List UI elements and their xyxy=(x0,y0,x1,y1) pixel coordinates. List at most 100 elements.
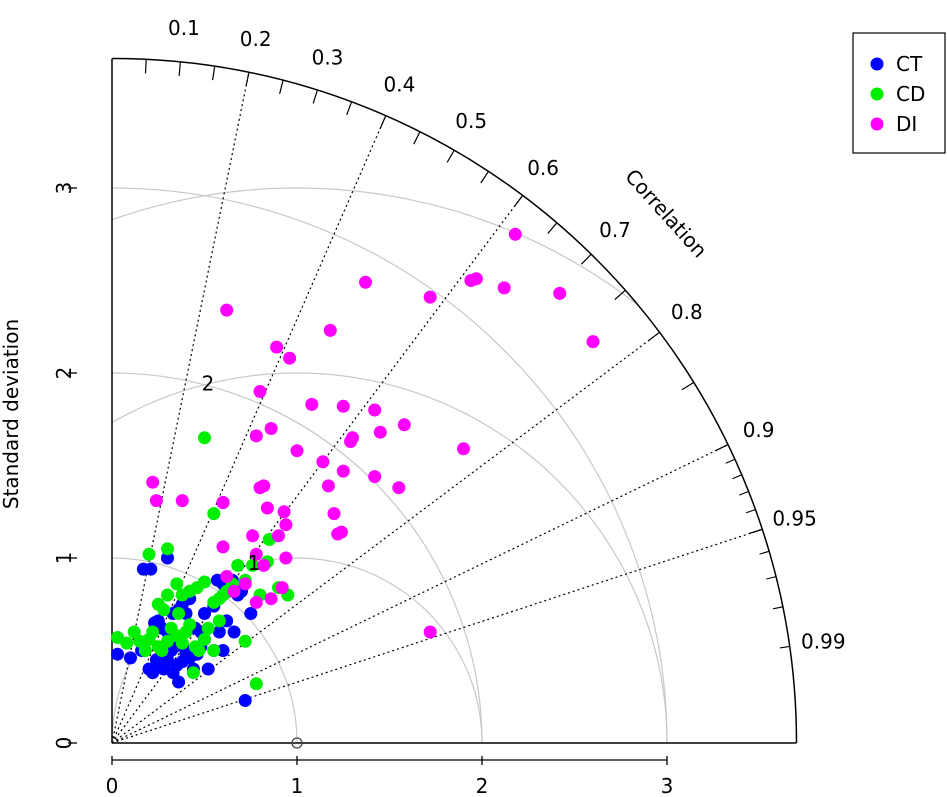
legend-box xyxy=(852,32,946,154)
data-point-di xyxy=(373,425,387,439)
data-point-di xyxy=(249,547,263,561)
data-point-di xyxy=(283,351,297,365)
data-point-di xyxy=(264,422,278,435)
data-point-di xyxy=(316,455,330,469)
correlation-ray xyxy=(111,331,660,744)
data-point-ct xyxy=(244,607,258,620)
data-point-cd xyxy=(201,621,215,635)
data-point-di xyxy=(277,505,291,519)
correlation-fine-tick xyxy=(739,490,749,496)
data-point-cd xyxy=(161,542,174,556)
correlation-tick-label: 0.2 xyxy=(240,27,272,51)
data-point-cd xyxy=(231,558,245,572)
data-point-di xyxy=(275,581,289,595)
data-point-cd xyxy=(207,507,221,521)
correlation-tick-label: 0.7 xyxy=(599,218,631,242)
y-tick-label: 2 xyxy=(52,367,76,380)
data-point-cd xyxy=(207,644,221,657)
data-point-ct xyxy=(124,651,137,665)
data-point-cd xyxy=(157,603,171,617)
data-point-cd xyxy=(198,632,211,646)
y-tick-label: 1 xyxy=(52,552,76,565)
data-point-di xyxy=(336,464,350,478)
data-point-cd xyxy=(183,618,197,632)
correlation-tick-label: 0.6 xyxy=(527,156,559,180)
grid-layer xyxy=(111,72,763,744)
rms-contour xyxy=(111,372,668,744)
correlation-tick-label: 0.95 xyxy=(772,507,817,531)
points-layer xyxy=(111,227,600,749)
correlation-minor-tick xyxy=(212,66,216,81)
data-point-cd xyxy=(249,677,263,691)
data-point-cd xyxy=(138,644,152,657)
legend-marker-di xyxy=(870,117,884,131)
data-point-di xyxy=(553,286,567,300)
legend-entries: CT CD DI xyxy=(870,52,925,136)
data-point-ct xyxy=(227,625,241,639)
correlation-fine-tick xyxy=(779,645,790,649)
correlation-minor-tick xyxy=(446,149,455,163)
correlation-minor-tick xyxy=(245,72,250,87)
y-tick-label: 0 xyxy=(52,737,76,750)
data-point-di xyxy=(175,494,189,508)
data-point-di xyxy=(220,570,234,583)
data-point-di xyxy=(305,397,319,411)
legend-label-cd: CD xyxy=(896,82,925,106)
data-point-di xyxy=(264,592,278,606)
data-point-cd xyxy=(146,625,160,639)
x-tick-label: 1 xyxy=(291,774,304,797)
data-point-di xyxy=(469,272,483,286)
data-point-di xyxy=(359,275,372,289)
data-point-ct xyxy=(198,607,211,620)
data-point-di xyxy=(272,529,285,543)
correlation-minor-tick xyxy=(144,59,147,74)
data-point-ct xyxy=(111,647,124,661)
data-point-di xyxy=(216,540,230,554)
data-point-cd xyxy=(198,575,211,589)
data-point-cd xyxy=(142,547,156,561)
data-point-di xyxy=(279,518,293,532)
correlation-ray xyxy=(111,115,387,744)
data-point-di xyxy=(253,385,267,398)
data-point-ct xyxy=(179,647,193,661)
data-point-cd xyxy=(192,644,206,657)
axes-layer xyxy=(68,57,798,765)
data-point-cd xyxy=(212,592,226,606)
correlation-fine-tick xyxy=(752,528,763,533)
data-point-di xyxy=(246,529,260,543)
legend-marker-ct xyxy=(870,57,884,71)
legend-marker-cd xyxy=(870,87,884,101)
correlation-minor-tick xyxy=(681,381,695,391)
correlation-tick-label: 0.8 xyxy=(671,300,703,324)
reference-point xyxy=(291,737,303,749)
correlation-ray xyxy=(111,444,729,744)
data-point-cd xyxy=(186,666,200,680)
data-point-di xyxy=(346,431,359,445)
sd-arc xyxy=(111,557,298,744)
data-point-di xyxy=(423,290,437,304)
correlation-minor-tick xyxy=(346,101,353,116)
correlation-minor-tick xyxy=(715,444,729,452)
x-tick-label: 0 xyxy=(106,774,119,797)
correlation-minor-tick xyxy=(547,222,558,234)
data-point-di xyxy=(336,399,350,413)
data-point-di xyxy=(257,558,271,572)
data-point-ct xyxy=(144,562,158,576)
data-point-di xyxy=(260,501,274,515)
correlation-fine-tick xyxy=(732,474,742,480)
correlation-tick-label: 0.1 xyxy=(168,16,200,40)
correlation-minor-tick xyxy=(513,195,524,207)
legend-label-ct: CT xyxy=(896,52,923,76)
data-point-cd xyxy=(161,588,174,602)
data-point-di xyxy=(279,551,293,565)
data-point-di xyxy=(146,475,160,489)
legend: CT CD DI xyxy=(852,32,946,154)
correlation-minor-tick xyxy=(178,61,181,76)
sd-arc xyxy=(111,187,668,744)
correlation-tick-label: 0.3 xyxy=(312,46,344,70)
correlation-minor-tick xyxy=(379,115,387,129)
correlation-minor-tick xyxy=(480,170,490,184)
data-point-di xyxy=(216,496,230,509)
data-point-di xyxy=(508,227,522,241)
